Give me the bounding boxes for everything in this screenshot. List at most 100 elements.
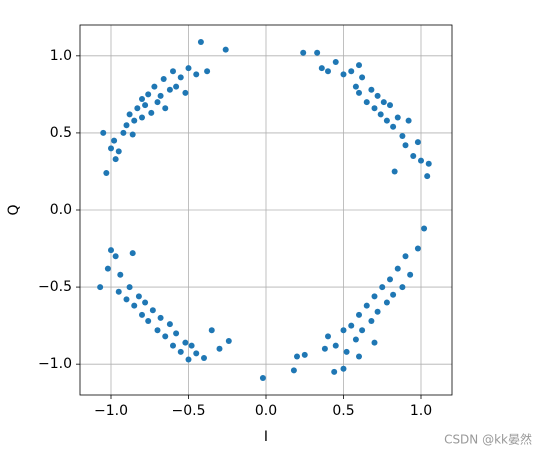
point [332, 59, 339, 65]
point [154, 99, 161, 106]
point [290, 367, 297, 374]
point [148, 109, 155, 116]
point [100, 129, 107, 136]
point [157, 314, 164, 321]
point [123, 296, 130, 303]
x-tick-label: 0.0 [255, 403, 277, 419]
point [383, 299, 390, 306]
point [201, 355, 207, 361]
point [162, 105, 169, 112]
point [173, 83, 180, 90]
point [111, 137, 118, 144]
point [108, 145, 114, 152]
y-tick-label: 0.0 [50, 202, 72, 218]
point [325, 68, 331, 75]
point [340, 71, 347, 78]
point [399, 133, 406, 139]
point [352, 336, 359, 343]
point [314, 49, 321, 56]
point [97, 284, 104, 291]
point [371, 339, 378, 346]
point [112, 156, 119, 163]
point [177, 74, 184, 81]
point [374, 92, 381, 99]
point [399, 284, 406, 291]
point [123, 122, 130, 129]
point [352, 83, 359, 90]
point [418, 157, 424, 164]
point [177, 348, 184, 355]
point [154, 327, 161, 334]
point [391, 168, 398, 175]
point [356, 62, 362, 69]
x-tick-label: −1.0 [94, 403, 128, 419]
point [131, 117, 138, 124]
point [356, 311, 362, 318]
point [380, 99, 387, 106]
point [394, 265, 401, 272]
point [151, 83, 158, 90]
point [356, 353, 362, 360]
point [377, 111, 384, 118]
point [182, 339, 189, 346]
point [135, 293, 142, 300]
point [103, 170, 110, 176]
point [340, 327, 347, 334]
point [185, 65, 192, 72]
point [139, 96, 145, 102]
point [383, 117, 390, 124]
point [139, 114, 145, 121]
point [356, 89, 362, 96]
point [173, 330, 180, 337]
plot-frame [79, 24, 453, 396]
point [348, 68, 355, 75]
point [222, 46, 229, 53]
point [170, 342, 176, 349]
point [166, 321, 173, 328]
point [368, 86, 375, 93]
point [170, 68, 176, 75]
point [117, 271, 124, 278]
point [368, 318, 375, 324]
point [204, 68, 211, 75]
point [387, 102, 393, 109]
point [390, 123, 397, 130]
point [182, 89, 189, 96]
point [340, 365, 347, 372]
x-axis-label: I [264, 429, 268, 445]
point [142, 102, 149, 109]
point [126, 111, 133, 118]
point [371, 293, 378, 300]
point [321, 345, 328, 352]
point [300, 49, 307, 56]
watermark: CSDN @kk晏然 [444, 432, 532, 447]
x-tick-label: 1.0 [410, 403, 432, 419]
point [225, 338, 232, 345]
x-tick-label: 0.5 [332, 403, 354, 419]
point [162, 333, 169, 340]
point [108, 247, 114, 254]
point [374, 308, 381, 315]
point [145, 91, 152, 98]
point [193, 71, 200, 78]
point [325, 333, 331, 340]
point [425, 160, 432, 167]
point [410, 153, 417, 160]
point [343, 348, 350, 355]
point [185, 356, 192, 363]
point [379, 284, 386, 291]
point [348, 322, 355, 329]
y-tick-label: 0.5 [50, 125, 72, 141]
point [402, 253, 409, 260]
point [142, 299, 149, 306]
point [407, 271, 414, 278]
point [115, 288, 122, 295]
point [414, 139, 421, 146]
point [387, 276, 393, 283]
point [115, 148, 122, 155]
point [394, 114, 401, 121]
point [149, 307, 156, 314]
point [259, 375, 266, 382]
point [294, 353, 300, 360]
point [414, 245, 421, 252]
